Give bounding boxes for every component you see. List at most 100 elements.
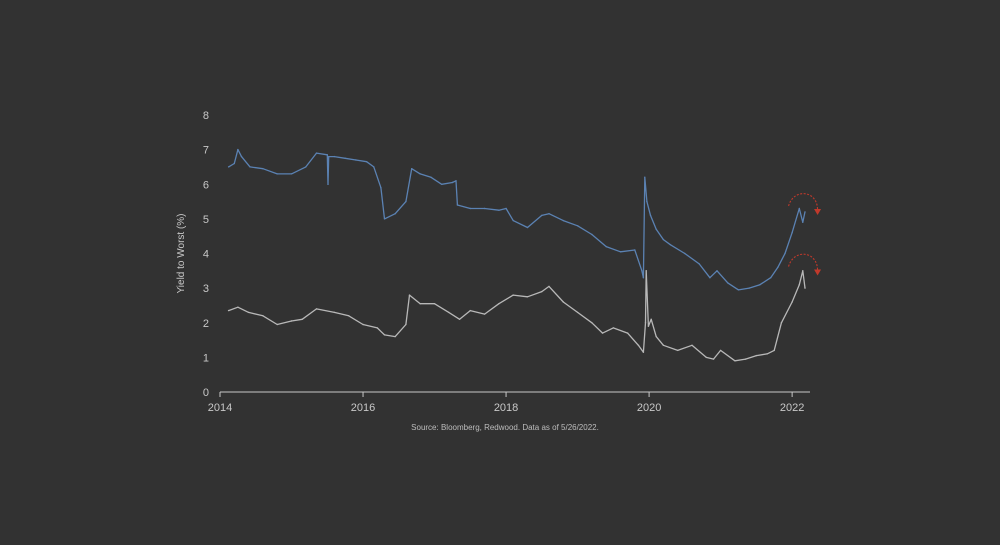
data-point: [469, 309, 471, 312]
y-tick-label: 6: [203, 179, 209, 191]
data-point: [804, 211, 806, 213]
data-point: [548, 213, 550, 215]
data-point: [759, 284, 761, 286]
data-point: [642, 277, 645, 279]
data-point: [411, 168, 413, 170]
data-point: [626, 332, 629, 334]
data-point: [748, 287, 750, 289]
data-point: [394, 213, 396, 215]
data-point: [777, 266, 779, 269]
data-point: [448, 311, 450, 314]
data-point: [591, 322, 593, 324]
data-point: [647, 325, 650, 327]
data-point: [641, 270, 643, 272]
data-point: [348, 315, 350, 317]
data-point: [755, 354, 758, 357]
data-point: [301, 318, 303, 320]
data-point: [541, 290, 543, 293]
data-point: [646, 200, 648, 203]
data-point: [655, 335, 657, 338]
data-point: [642, 351, 645, 353]
data-point: [669, 244, 672, 246]
red-curved-arrow-icon: [788, 253, 822, 276]
series-1: [227, 148, 806, 291]
y-tick-label: 4: [203, 249, 209, 261]
x-tick-label: 2020: [637, 402, 661, 414]
data-point: [247, 311, 250, 314]
data-point: [328, 155, 330, 158]
data-point: [373, 166, 375, 168]
data-point: [240, 155, 243, 158]
data-point: [737, 289, 740, 291]
data-point: [576, 225, 579, 227]
data-point: [791, 232, 793, 234]
data-point: [684, 252, 686, 255]
data-point: [362, 323, 364, 326]
source-note: Source: Bloomberg, Redwood. Data as of 5…: [411, 423, 599, 432]
series-2: [227, 270, 806, 362]
data-point: [237, 306, 239, 308]
data-point: [691, 344, 693, 346]
x-tick-label: 2018: [494, 402, 518, 414]
data-point: [773, 349, 775, 352]
y-tick-label: 8: [203, 110, 209, 122]
data-point: [576, 311, 579, 314]
data-point: [784, 252, 786, 255]
data-point: [649, 214, 652, 217]
data-point: [430, 176, 432, 178]
data-point: [227, 309, 230, 312]
data-point: [591, 233, 593, 236]
data-point: [498, 209, 500, 211]
red-curved-arrow-icon: [788, 193, 822, 215]
y-axis-title: Yield to Worst (%): [176, 213, 187, 293]
data-point: [802, 270, 804, 272]
data-point: [394, 335, 396, 338]
data-point: [802, 221, 804, 223]
data-point: [727, 282, 729, 284]
data-point: [562, 219, 564, 222]
data-point: [419, 173, 421, 175]
data-point: [333, 155, 336, 158]
data-point: [326, 154, 328, 156]
data-point: [456, 204, 459, 206]
data-point: [744, 358, 747, 360]
data-point: [662, 344, 665, 346]
x-tick-label: 2022: [780, 402, 804, 414]
series-line: [228, 270, 806, 362]
data-point: [716, 270, 718, 272]
data-point: [712, 358, 715, 360]
data-point: [612, 327, 614, 329]
data-point: [249, 166, 251, 168]
data-point: [709, 277, 711, 279]
data-point: [383, 334, 386, 336]
data-point: [798, 207, 800, 210]
data-point: [344, 157, 346, 159]
data-point: [305, 166, 307, 168]
data-point: [526, 226, 529, 229]
data-point: [383, 218, 386, 220]
data-point: [698, 263, 700, 265]
data-point: [276, 323, 278, 326]
x-tick-label: 2016: [351, 402, 375, 414]
data-point: [408, 294, 411, 296]
data-point: [526, 296, 529, 298]
y-tick-label: 5: [203, 214, 209, 226]
data-point: [262, 315, 264, 317]
data-point: [290, 173, 293, 175]
data-point: [376, 327, 378, 329]
x-tick-label: 2014: [208, 402, 232, 414]
data-point: [451, 181, 454, 184]
data-point: [804, 287, 806, 289]
data-point: [655, 228, 657, 230]
data-point: [327, 183, 329, 185]
data-point: [791, 301, 793, 303]
data-point: [705, 356, 707, 359]
annotation-layer: [788, 193, 822, 276]
data-point: [262, 168, 264, 170]
data-point: [227, 166, 230, 168]
data-point: [644, 322, 647, 324]
data-point: [734, 360, 736, 362]
data-point: [433, 303, 436, 305]
data-point: [512, 219, 514, 222]
data-point: [662, 238, 665, 241]
